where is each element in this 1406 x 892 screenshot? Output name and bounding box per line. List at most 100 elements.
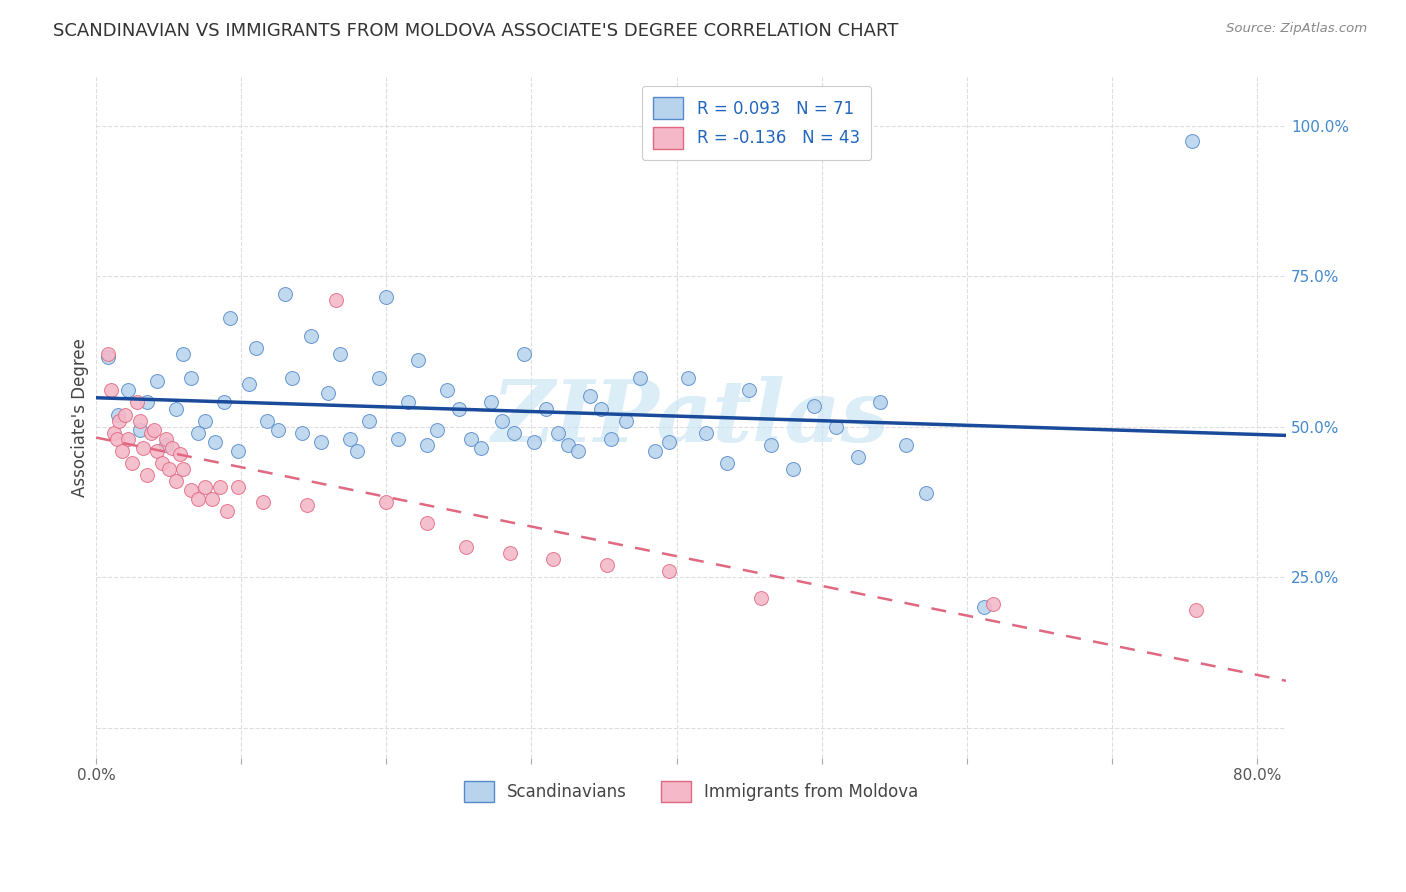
Point [172,461,194,475]
Point [547,425,569,440]
Point [291,425,314,440]
Point [803,399,825,413]
Text: SCANDINAVIAN VS IMMIGRANTS FROM MOLDOVA ASSOCIATE'S DEGREE CORRELATION CHART: SCANDINAVIAN VS IMMIGRANTS FROM MOLDOVA … [53,22,898,40]
Point [136,395,159,409]
Point [299,329,322,343]
Point [325,293,347,308]
Point [578,389,600,403]
Point [1185,603,1208,617]
Point [614,413,637,427]
Point [628,371,651,385]
Point [375,495,398,509]
Point [416,516,439,530]
Point [150,456,173,470]
Point [165,474,187,488]
Point [600,432,623,446]
Point [252,495,274,509]
Point [266,423,288,437]
Point [100,384,122,398]
Point [155,437,177,451]
Point [470,441,492,455]
Point [676,371,699,385]
Point [915,485,938,500]
Point [187,491,209,506]
Point [416,437,439,451]
Point [125,395,148,409]
Point [212,395,235,409]
Point [97,351,120,365]
Point [973,600,995,615]
Point [201,491,224,506]
Point [782,461,804,475]
Point [107,408,129,422]
Point [499,546,522,560]
Point [218,311,240,326]
Point [436,384,458,398]
Point [456,540,478,554]
Point [491,413,513,427]
Point [187,425,209,440]
Point [143,423,166,437]
Point [894,437,917,451]
Point [105,432,128,446]
Point [238,377,260,392]
Point [256,413,278,427]
Point [194,480,217,494]
Point [658,564,681,578]
Point [274,287,297,301]
Point [534,401,557,416]
Point [541,552,564,566]
Point [309,434,332,449]
Point [408,353,430,368]
Point [215,504,238,518]
Point [136,467,159,482]
Point [357,413,380,427]
Point [596,558,619,572]
Point [644,443,666,458]
Legend: Scandinavians, Immigrants from Moldova: Scandinavians, Immigrants from Moldova [453,769,929,814]
Point [460,432,482,446]
Point [103,425,125,440]
Point [157,461,180,475]
Point [738,384,761,398]
Point [339,432,361,446]
Point [165,401,187,416]
Point [557,437,579,451]
Point [194,413,217,427]
Point [121,456,143,470]
Point [245,341,267,355]
Text: Source: ZipAtlas.com: Source: ZipAtlas.com [1226,22,1367,36]
Point [155,432,177,446]
Point [169,447,191,461]
Point [180,483,202,497]
Point [503,425,526,440]
Point [228,480,250,494]
Point [846,450,869,464]
Point [396,395,419,409]
Point [180,371,202,385]
Point [146,443,169,458]
Point [346,443,368,458]
Point [1181,134,1204,148]
Point [591,401,613,416]
Point [513,347,536,361]
Point [160,441,183,455]
Point [97,347,120,361]
Point [368,371,391,385]
Point [141,425,163,440]
Point [825,419,848,434]
Point [426,423,449,437]
Point [658,434,681,449]
Point [759,437,782,451]
Point [228,443,250,458]
Point [523,434,546,449]
Point [128,413,150,427]
Point [695,425,717,440]
Point [318,386,340,401]
Point [447,401,470,416]
Point [131,441,153,455]
Point [295,498,318,512]
Point [387,432,409,446]
Point [716,456,738,470]
Point [172,347,194,361]
